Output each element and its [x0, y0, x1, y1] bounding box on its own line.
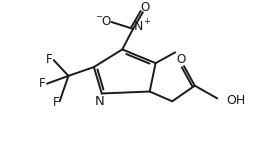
Text: −: − — [95, 12, 102, 21]
Text: F: F — [46, 53, 52, 66]
Text: +: + — [143, 17, 150, 26]
Text: OH: OH — [226, 94, 245, 107]
Text: O: O — [140, 1, 149, 14]
Text: F: F — [52, 96, 59, 109]
Text: O: O — [177, 53, 186, 66]
Text: N: N — [134, 20, 144, 33]
Text: O: O — [101, 15, 110, 28]
Text: N: N — [95, 95, 105, 108]
Text: F: F — [39, 77, 45, 90]
